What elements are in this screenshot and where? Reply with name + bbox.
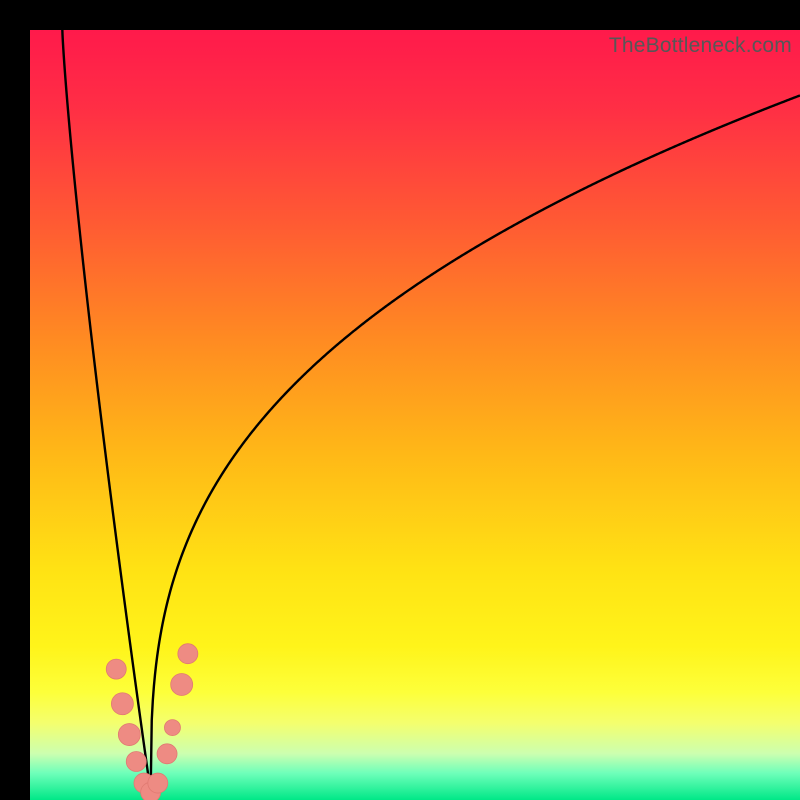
chart-container: TheBottleneck.com bbox=[0, 0, 800, 800]
watermark-text: TheBottleneck.com bbox=[609, 34, 792, 58]
data-marker bbox=[118, 724, 140, 746]
data-marker bbox=[157, 744, 177, 764]
data-marker bbox=[178, 644, 198, 664]
data-marker bbox=[148, 773, 168, 793]
data-marker bbox=[126, 752, 146, 772]
data-marker bbox=[106, 659, 126, 679]
plot-area: TheBottleneck.com bbox=[30, 30, 800, 800]
data-marker bbox=[171, 674, 193, 696]
curve-layer bbox=[30, 30, 800, 800]
data-marker bbox=[164, 720, 180, 736]
data-marker bbox=[111, 693, 133, 715]
